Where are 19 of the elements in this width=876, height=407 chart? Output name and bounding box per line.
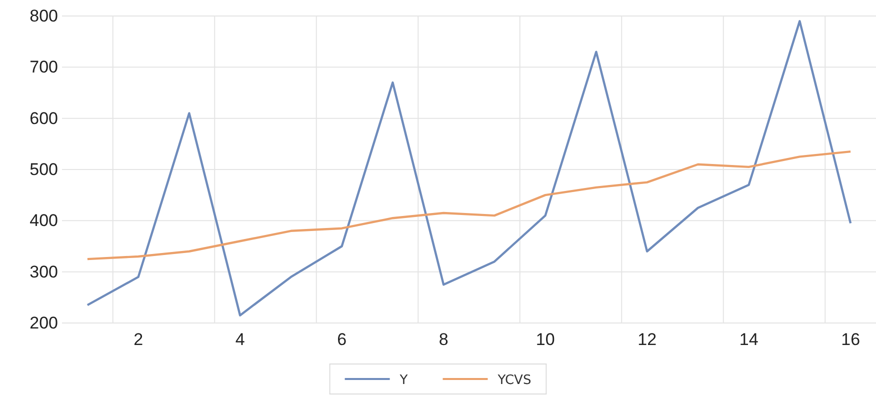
x-tick-label: 16 — [841, 330, 860, 350]
y-tick-label: 600 — [30, 108, 58, 128]
y-tick-label: 300 — [30, 262, 58, 282]
legend-label: Y — [398, 373, 408, 388]
y-tick-label: 400 — [30, 211, 58, 230]
x-tick-label: 6 — [337, 330, 347, 350]
x-tick-label: 14 — [739, 330, 758, 350]
x-tick-label: 4 — [235, 330, 245, 350]
line-series — [86, 150, 852, 260]
x-tick-label: 8 — [438, 330, 448, 350]
y-tick-label: 800 — [30, 6, 58, 26]
x-tick-label: 10 — [536, 330, 555, 350]
x-tick-label: 2 — [134, 330, 144, 350]
line-series — [86, 20, 852, 316]
y-tick-label: 500 — [30, 160, 58, 179]
y-tick-label: 200 — [30, 313, 58, 332]
y-tick-label: 700 — [30, 58, 58, 77]
legend-label: YCVS — [496, 373, 532, 388]
x-tick-label: 12 — [638, 330, 657, 350]
